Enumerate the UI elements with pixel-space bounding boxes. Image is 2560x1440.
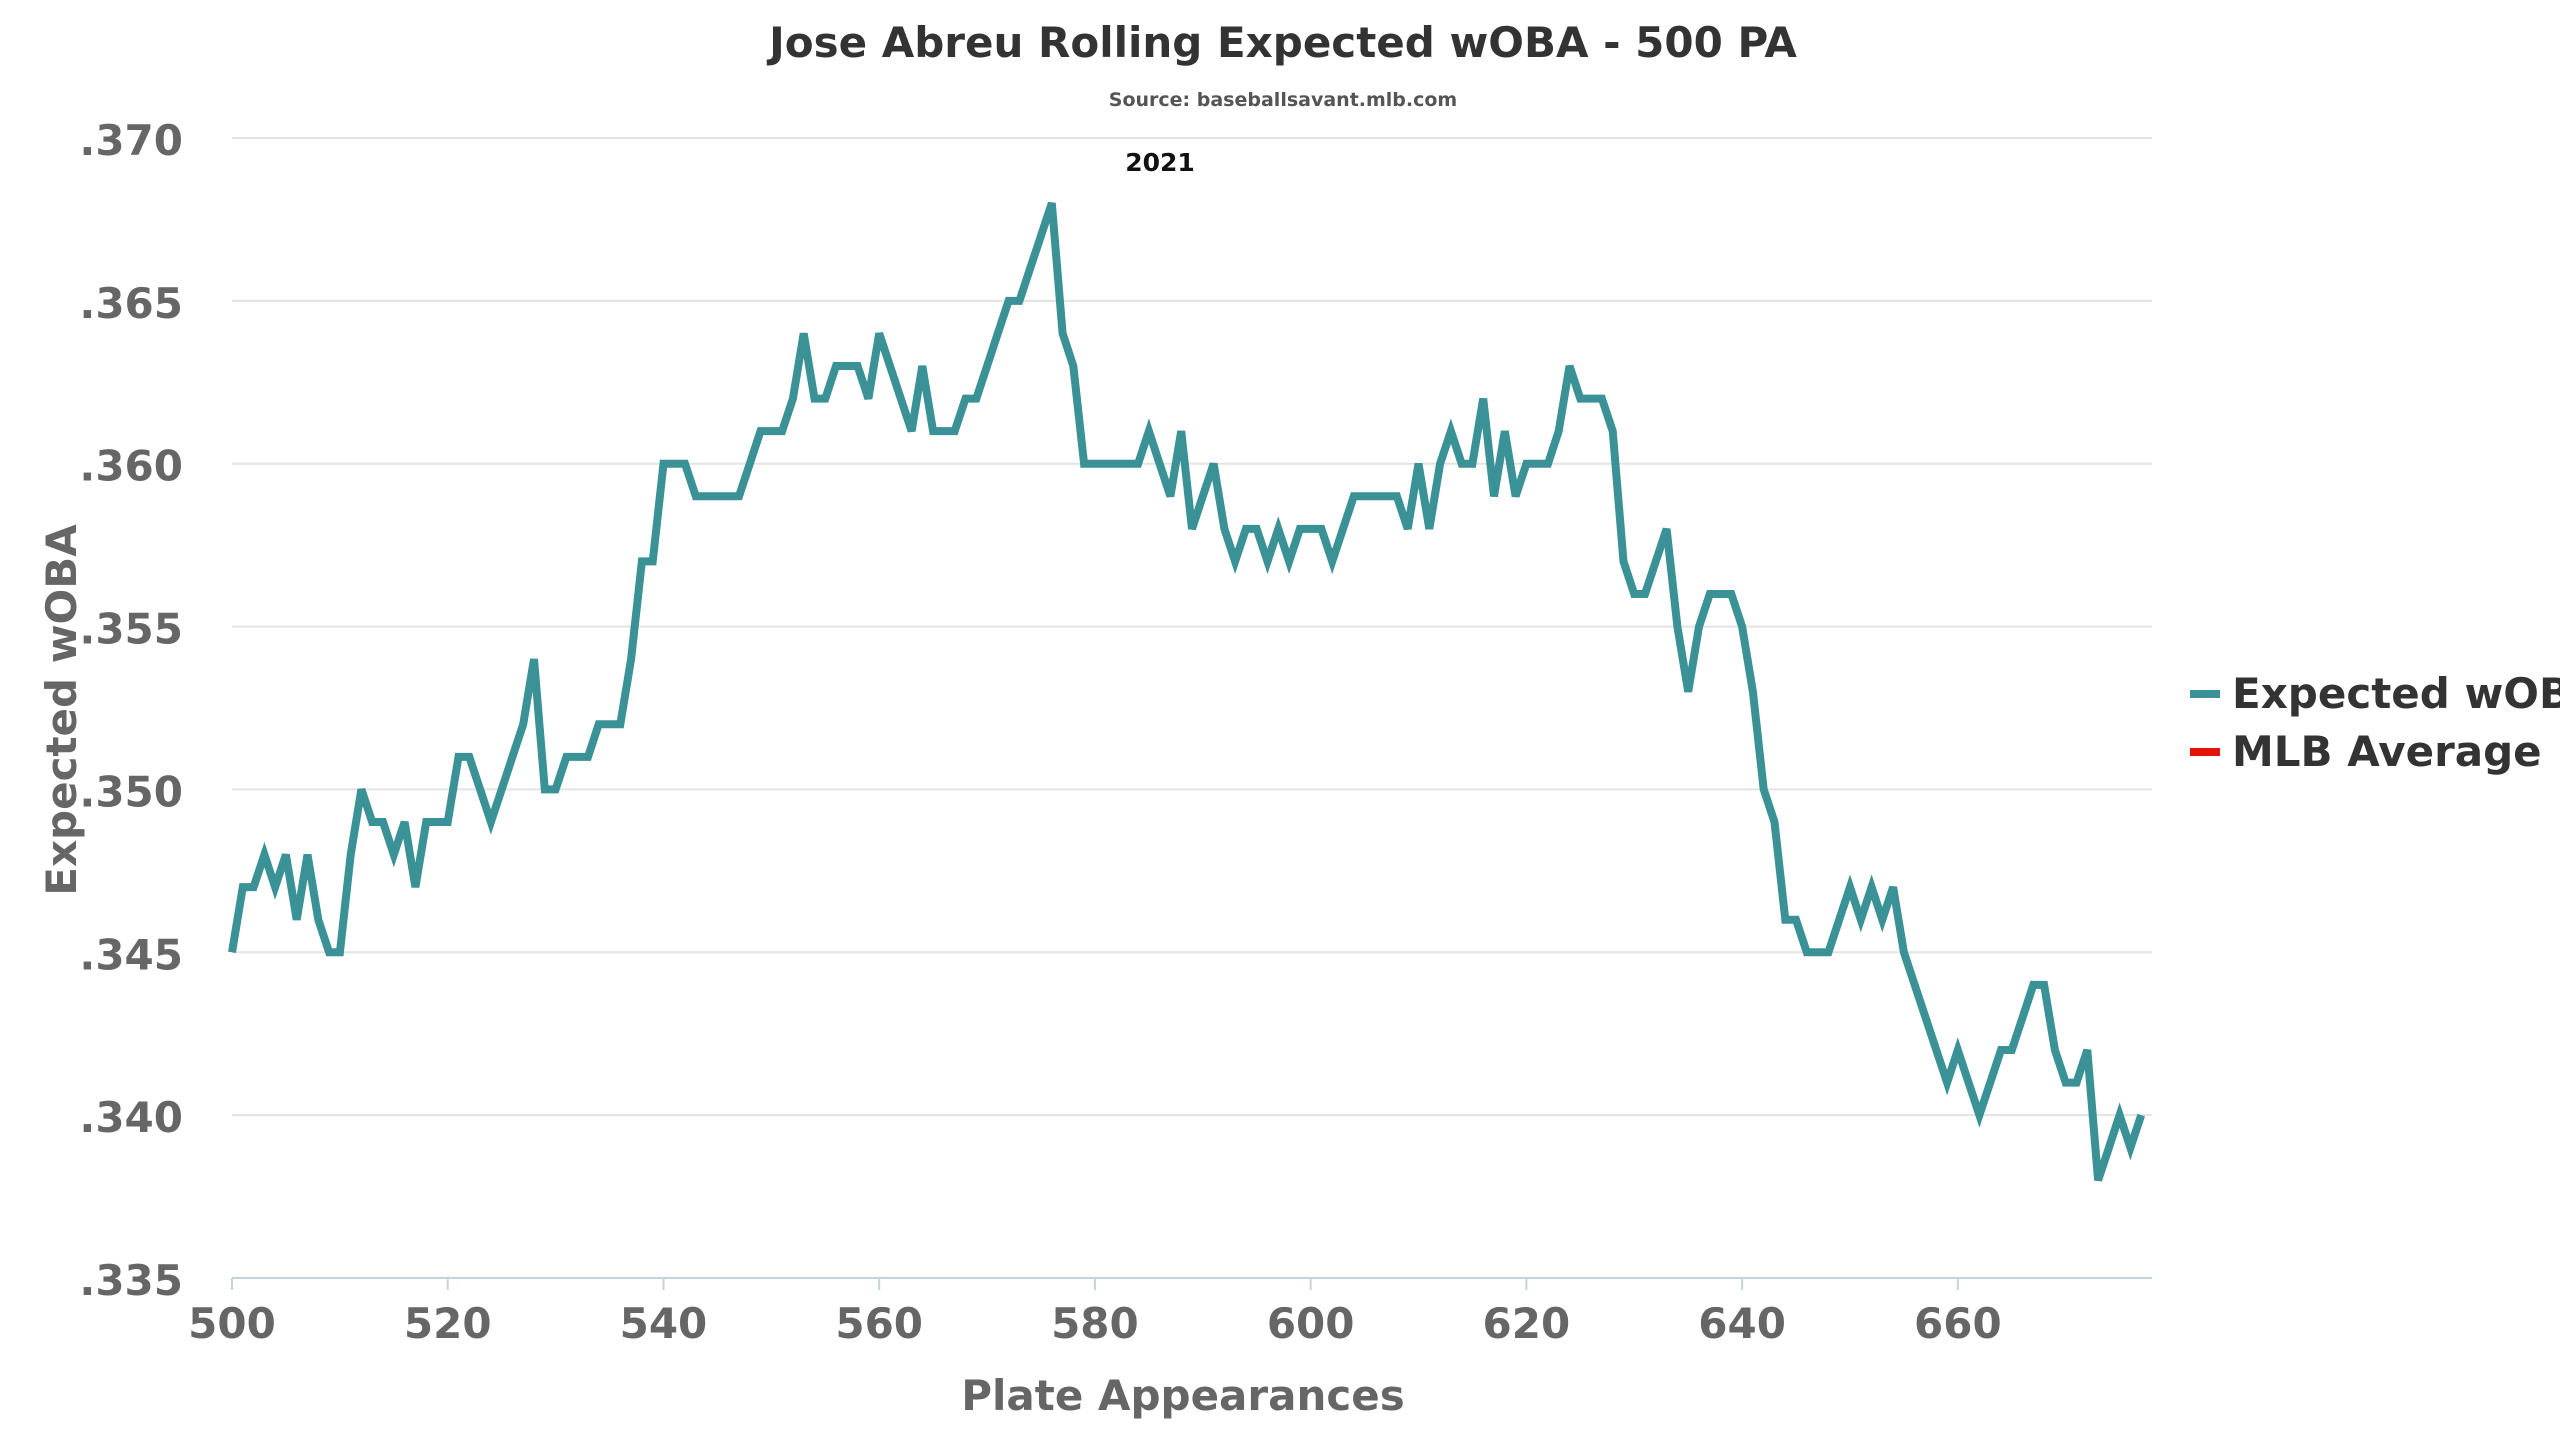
y-axis-ticks: .335 .340 .345 .350 .355 .360 .365 .370 (79, 116, 183, 1305)
y-tick-label: .350 (79, 767, 183, 816)
x-tick-label: 560 (835, 1299, 923, 1348)
x-tick-label: 600 (1267, 1299, 1355, 1348)
x-tick-label: 640 (1698, 1299, 1786, 1348)
y-axis-label: Expected wOBA (37, 524, 86, 896)
x-tick-label: 580 (1051, 1299, 1139, 1348)
series-layer (228, 201, 2145, 1182)
legend: Expected wOBA MLB Average (2190, 669, 2560, 776)
x-tick-label: 660 (1914, 1299, 2002, 1348)
x-axis-ticks: 500 520 540 560 580 600 620 640 660 (188, 1278, 2002, 1348)
y-tick-label: .365 (79, 279, 183, 328)
x-tick-label: 620 (1483, 1299, 1571, 1348)
series-line-0 (228, 201, 2145, 1182)
y-tick-label: .335 (79, 1256, 183, 1305)
chart-subtitle: Source: baseballsavant.mlb.com (1109, 89, 1457, 111)
legend-item-mlb-average[interactable]: MLB Average (2190, 727, 2542, 776)
x-tick-label: 540 (620, 1299, 708, 1348)
y-tick-label: .355 (79, 605, 183, 654)
y-tick-label: .340 (79, 1093, 183, 1142)
y-tick-label: .370 (79, 116, 183, 165)
legend-label-mlb-average: MLB Average (2232, 727, 2542, 776)
x-tick-label: 500 (188, 1299, 276, 1348)
x-axis-label: Plate Appearances (961, 1371, 1405, 1420)
year-annotation: 2021 (1125, 148, 1195, 177)
y-tick-label: .360 (79, 442, 183, 491)
x-tick-label: 520 (404, 1299, 492, 1348)
legend-label-expected-woba: Expected wOBA (2232, 669, 2560, 718)
y-tick-label: .345 (79, 930, 183, 979)
chart-title: Jose Abreu Rolling Expected wOBA - 500 P… (766, 18, 1797, 67)
gridlines (232, 137, 2152, 1117)
legend-item-expected-woba[interactable]: Expected wOBA (2190, 669, 2560, 718)
